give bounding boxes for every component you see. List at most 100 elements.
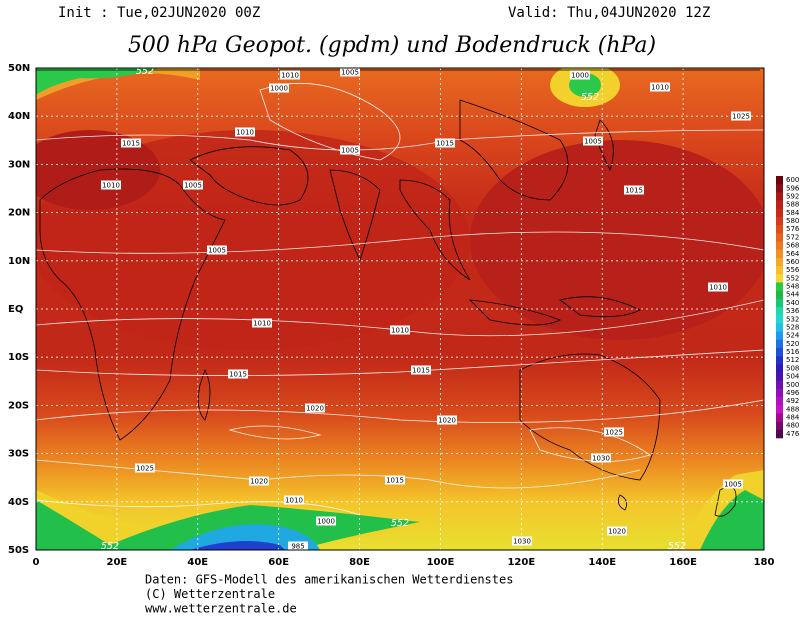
isobar-label-box xyxy=(269,83,289,93)
lon-label: 60E xyxy=(268,557,289,568)
colorbar-label: 600 xyxy=(786,176,799,184)
isobar-label-box xyxy=(207,245,227,255)
colorbar-cell xyxy=(776,323,783,332)
isobar-label-box xyxy=(316,516,336,526)
footer: Daten: GFS-Modell des amerikanischen Wet… xyxy=(145,573,513,616)
low-region xyxy=(36,68,160,95)
colorbar-label: 560 xyxy=(786,258,799,266)
colorbar-label: 548 xyxy=(786,283,799,291)
colorbar-label: 484 xyxy=(786,414,800,422)
isobars xyxy=(36,82,764,516)
colorbar-label: 500 xyxy=(786,381,799,389)
isobar-label: 1030 xyxy=(513,538,531,546)
colorbar-label: 596 xyxy=(786,184,800,192)
isobar-label-box xyxy=(385,475,405,485)
isobar-label: 1010 xyxy=(253,320,271,328)
isobar-label: 1005 xyxy=(184,182,202,190)
contour-label: 552 xyxy=(581,92,599,103)
colorbar-cell xyxy=(776,405,783,414)
colorbar-cell xyxy=(776,282,783,291)
isobar-label-box xyxy=(731,111,751,121)
lat-label: 50N xyxy=(8,63,30,74)
contour-label: 552 xyxy=(391,518,409,529)
lat-label: 50S xyxy=(8,545,29,556)
colorbar-label: 504 xyxy=(786,373,800,381)
isobar-label-box xyxy=(284,495,304,505)
colorbar-label: 496 xyxy=(786,389,800,397)
isobar-label-box xyxy=(183,180,203,190)
isobar-label: 1010 xyxy=(651,84,669,92)
isobar-label-box xyxy=(121,138,141,148)
colorbar-cell xyxy=(776,356,783,365)
isobar-label: 1025 xyxy=(732,113,750,121)
south-trough xyxy=(700,490,764,550)
colorbar-cell xyxy=(776,257,783,267)
colorbar-label: 544 xyxy=(786,291,800,299)
isobar-label-box xyxy=(607,526,627,536)
colorbar-cell xyxy=(776,315,783,324)
lat-label: 40N xyxy=(8,111,30,122)
colorbar-label: 576 xyxy=(786,225,800,233)
colorbar-label: 564 xyxy=(786,250,800,258)
colorbar-cell xyxy=(776,200,783,210)
colorbar-label: 584 xyxy=(786,209,800,217)
isobar-label-box xyxy=(249,476,269,486)
colorbar-label: 476 xyxy=(786,430,800,438)
isobar-label-box xyxy=(411,365,431,375)
isobar-label: 1020 xyxy=(438,417,456,425)
colorbar-label: 508 xyxy=(786,364,799,372)
colorbar-cell xyxy=(776,225,783,234)
isobar-label-box xyxy=(252,318,272,328)
isobar-label: 1000 xyxy=(571,72,589,80)
isobar-label: 1005 xyxy=(208,247,226,255)
colorbar-cell xyxy=(776,347,783,357)
lon-label: 0 xyxy=(33,557,40,568)
isobar-label-box xyxy=(280,70,300,80)
colorbar-cell xyxy=(776,339,783,349)
isobar-label: 985 xyxy=(291,543,304,551)
colorbar-label: 552 xyxy=(786,274,799,282)
isobar-label-box xyxy=(305,403,325,413)
isobar-label-box xyxy=(340,145,360,155)
valid-time: Valid: Thu,04JUN2020 12Z xyxy=(508,5,710,21)
isobar-label: 1020 xyxy=(608,528,626,536)
colorbar-label: 568 xyxy=(786,242,799,250)
lon-label: 100E xyxy=(427,557,455,568)
isobar-label-box xyxy=(390,325,410,335)
isobar-label: 1020 xyxy=(250,478,268,486)
map-frame xyxy=(35,67,765,551)
isobar-label-box xyxy=(723,479,743,489)
isobar-label-box xyxy=(650,82,670,92)
colorbar-cell xyxy=(776,388,783,398)
colorbar-cell xyxy=(776,241,783,250)
footer-line: Daten: GFS-Modell des amerikanischen Wet… xyxy=(145,573,513,587)
isobar-label: 1005 xyxy=(341,69,359,77)
colorbar-cell xyxy=(776,364,783,373)
isobar-label: 1030 xyxy=(592,455,610,463)
colorbar-cell xyxy=(776,216,783,226)
colorbar-cell xyxy=(776,208,783,218)
isobar-label: 1010 xyxy=(236,129,254,137)
isobar-label-box xyxy=(101,180,121,190)
isobar-label: 1015 xyxy=(386,477,404,485)
isobar-label-box xyxy=(604,427,624,437)
colorbar-label: 572 xyxy=(786,233,799,241)
isobar-label: 1000 xyxy=(270,85,288,93)
colorbar-label: 580 xyxy=(786,217,799,225)
isobar-labels: 1010 1005 1000 1010 1000 1010 1015 1005 1015 1005… xyxy=(101,68,751,551)
isobar-label: 1010 xyxy=(391,327,409,335)
colorbar-label: 524 xyxy=(786,332,800,340)
colorbar-cell xyxy=(776,274,783,283)
isobar-label-box xyxy=(708,282,728,292)
south-trough xyxy=(170,524,320,550)
colorbar-cell xyxy=(776,397,783,406)
colorbar-label: 588 xyxy=(786,201,799,209)
colorbar-cell xyxy=(776,290,783,300)
lat-label: 30S xyxy=(8,449,29,460)
lat-label: 20N xyxy=(8,208,30,219)
colorbar-label: 556 xyxy=(786,266,800,274)
colorbar-label: 520 xyxy=(786,340,799,348)
lon-label: 160E xyxy=(669,557,697,568)
lat-label: 30N xyxy=(8,159,30,170)
